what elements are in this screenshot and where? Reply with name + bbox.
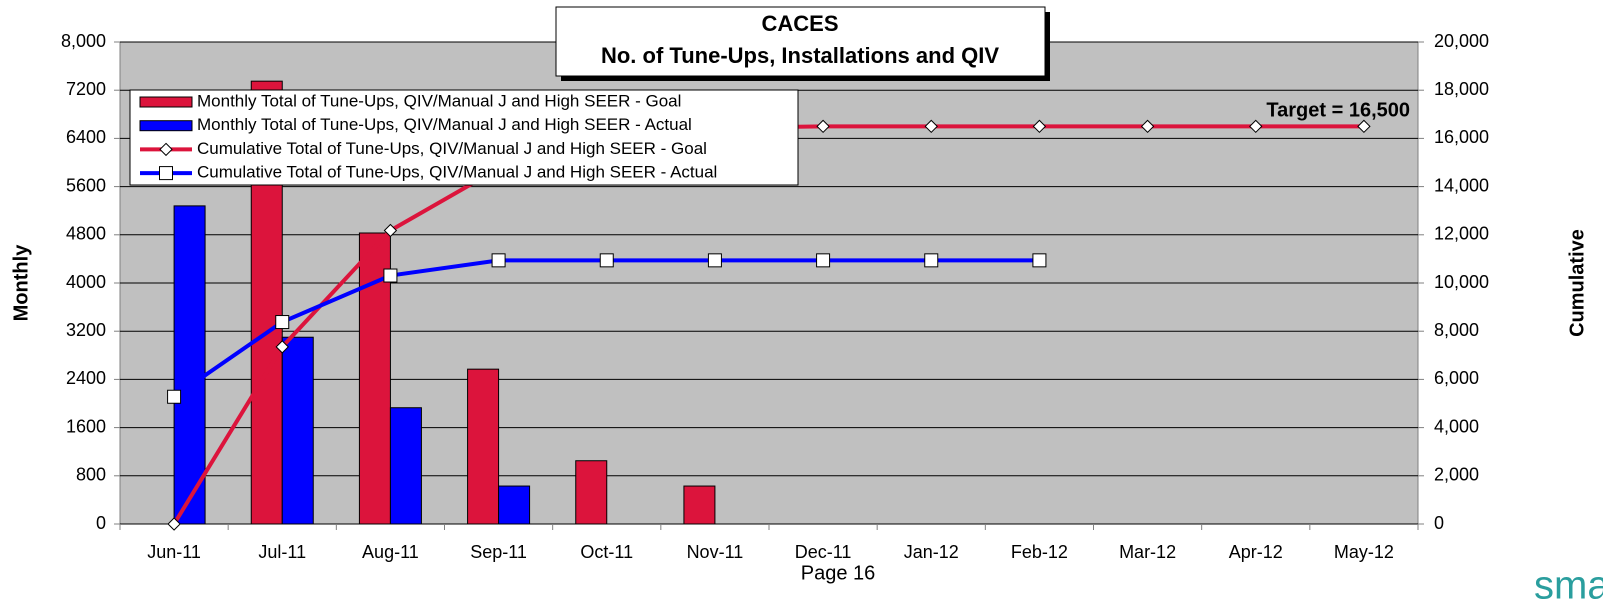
x-tick-label: Aug-11 xyxy=(362,542,419,562)
chart-title: CACES xyxy=(761,11,838,36)
y2-tick-label: 8,000 xyxy=(1434,320,1479,340)
y-tick-label: 5600 xyxy=(66,175,106,195)
chart-subtitle: No. of Tune-Ups, Installations and QIV xyxy=(601,43,999,68)
y-tick-label: 1600 xyxy=(66,416,106,436)
bar xyxy=(683,485,716,525)
legend-swatch xyxy=(139,96,193,108)
annotation: Target = 16,500 xyxy=(1266,99,1410,121)
x-tick-label: Mar-12 xyxy=(1119,542,1176,562)
line-marker xyxy=(924,253,939,268)
line-marker xyxy=(707,253,722,268)
line-marker xyxy=(816,253,831,268)
x-tick-label: Apr-12 xyxy=(1229,542,1283,562)
y2-tick-label: 2,000 xyxy=(1434,465,1479,485)
y2-tick-label: 18,000 xyxy=(1434,79,1489,99)
y-tick-label: 4800 xyxy=(66,224,106,244)
line-marker xyxy=(275,340,289,354)
legend-swatch xyxy=(139,120,193,132)
y2-tick-label: 12,000 xyxy=(1434,224,1489,244)
x-tick-label: Jan-12 xyxy=(904,542,959,562)
line-marker xyxy=(1249,119,1263,134)
y2-axis-label: Cumulative xyxy=(1566,229,1588,337)
bar xyxy=(173,205,206,525)
y2-tick-label: 16,000 xyxy=(1434,127,1489,147)
y2-tick-label: 14,000 xyxy=(1434,175,1489,195)
bar xyxy=(467,368,500,525)
x-tick-label: Oct-11 xyxy=(580,542,633,562)
y-tick-label: 7200 xyxy=(66,79,106,99)
legend-label: Monthly Total of Tune-Ups, QIV/Manual J … xyxy=(197,91,681,110)
y-tick-label: 0 xyxy=(96,513,106,533)
title-box xyxy=(555,6,1046,77)
x-tick-label: Jul-11 xyxy=(258,542,306,562)
line-marker xyxy=(159,142,173,157)
y2-tick-label: 10,000 xyxy=(1434,272,1489,292)
x-tick-label: May-12 xyxy=(1334,542,1394,562)
line-marker xyxy=(383,223,398,238)
y2-tick-label: 0 xyxy=(1434,513,1444,533)
legend-label: Cumulative Total of Tune-Ups, QIV/Manual… xyxy=(197,139,707,158)
line-marker xyxy=(816,119,830,134)
line-marker xyxy=(599,253,614,268)
line-marker xyxy=(275,315,290,330)
x-tick-label: Dec-11 xyxy=(795,542,852,562)
bar xyxy=(498,485,531,525)
page-footer: Page 16 xyxy=(801,562,876,584)
x-tick-label: Sep-11 xyxy=(470,542,527,562)
line-marker xyxy=(167,389,182,404)
y2-tick-label: 20,000 xyxy=(1434,31,1489,51)
logo-text: smart xyxy=(1534,564,1603,602)
bar xyxy=(389,407,422,525)
y2-tick-label: 6,000 xyxy=(1434,368,1479,388)
bar xyxy=(281,336,314,525)
y-tick-label: 4000 xyxy=(66,272,106,292)
grid: 0 800 1600 2400 3200 4000 4800 5600 6400 7200 8,00… xyxy=(61,31,1489,562)
x-tick-label: Feb-12 xyxy=(1011,542,1068,562)
line-marker xyxy=(159,166,173,181)
line-marker xyxy=(491,253,506,268)
y2-tick-label: 4,000 xyxy=(1434,416,1479,436)
legend-box xyxy=(129,89,799,186)
line-marker xyxy=(383,268,398,283)
y-tick-label: 3200 xyxy=(66,320,106,340)
line-marker xyxy=(167,517,181,531)
line-marker xyxy=(1032,253,1047,268)
line-marker xyxy=(924,119,938,134)
line-marker xyxy=(1357,119,1371,134)
y-tick-label: 8,000 xyxy=(61,31,106,51)
x-tick-label: Nov-11 xyxy=(687,542,744,562)
line-marker xyxy=(1140,119,1155,134)
legend-label: Cumulative Total of Tune-Ups, QIV/Manual… xyxy=(197,163,717,182)
bar xyxy=(575,460,608,525)
y-tick-label: 800 xyxy=(76,465,106,485)
legend-label: Monthly Total of Tune-Ups, QIV/Manual J … xyxy=(197,115,692,134)
y-tick-label: 6400 xyxy=(66,127,106,147)
line-marker xyxy=(1032,119,1047,134)
x-tick-label: Jun-11 xyxy=(147,542,201,562)
y-tick-label: 2400 xyxy=(66,368,106,388)
y-axis-label: Monthly xyxy=(10,244,32,322)
legend: Monthly Total of Tune-Ups, QIV/Manual J … xyxy=(129,89,799,186)
